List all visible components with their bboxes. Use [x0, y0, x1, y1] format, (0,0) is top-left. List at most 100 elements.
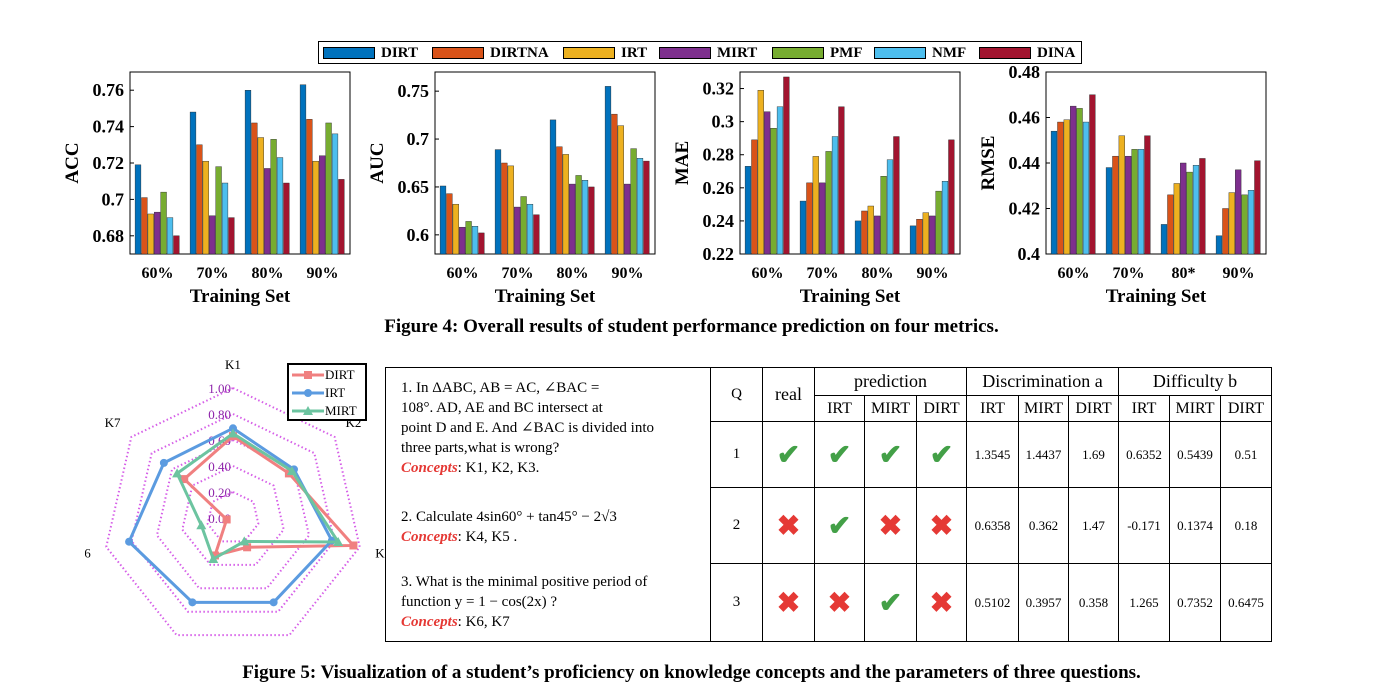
- bar-pmf: [1186, 171, 1193, 255]
- bar-nmf: [1192, 165, 1200, 255]
- bar-dina: [533, 214, 540, 255]
- radar-legend-dirt: DIRT: [289, 367, 365, 383]
- radar-legend-label: DIRT: [325, 367, 355, 382]
- parameters-table: Q real prediction Discrimination a Diffi…: [710, 367, 1272, 642]
- radar-legend-label: IRT: [325, 385, 346, 400]
- question-line: 3. What is the minimal positive period o…: [401, 574, 648, 590]
- question-id: 3: [710, 563, 763, 642]
- bar-irt: [202, 160, 209, 255]
- radar-legend-irt: IRT: [289, 385, 365, 401]
- bar-chart-mae: 0.22 0.24 0.26 0.28 0.3 0.32 60% 70% 80% 90% Train…: [672, 71, 961, 307]
- check-icon: ✔: [827, 510, 852, 542]
- x-tick-label: 60%: [1058, 265, 1090, 282]
- diff-dirt: 0.18: [1220, 487, 1272, 564]
- bar-dirtna: [556, 146, 563, 255]
- table-row: 3 ✖ ✖ ✔ ✖ 0.5102 0.3957 0.358 1.265 0.73…: [710, 563, 1272, 642]
- bar-mirt: [569, 183, 576, 255]
- y-tick-label: 0.28: [703, 145, 735, 165]
- real-mark: ✔: [762, 421, 815, 488]
- radar-line: [175, 431, 341, 562]
- x-axis-label: Training Set: [800, 286, 901, 307]
- bar-dina: [338, 179, 345, 255]
- plot-frame: [434, 71, 656, 255]
- radar-grid-ring: [181, 464, 285, 566]
- check-icon: ✔: [878, 439, 903, 471]
- bar-irt: [147, 213, 154, 255]
- radar-tick-label: 1.00: [208, 381, 231, 396]
- disc-dirt: 1.69: [1068, 421, 1119, 488]
- subheader: IRT: [814, 395, 865, 422]
- legend-label: DINA: [1037, 45, 1076, 61]
- radar-tick-label: 0.40: [208, 459, 231, 474]
- legend-label: NMF: [932, 45, 967, 61]
- bar-mirt: [1125, 155, 1132, 255]
- figure5-caption: Figure 5: Visualization of a student’s p…: [242, 662, 1141, 683]
- bar-chart-auc: 0.6 0.65 0.7 0.75 60% 70% 80% 90% Training Set AU…: [367, 71, 656, 307]
- y-tick-label: 0.26: [703, 178, 735, 198]
- question-concepts: Concepts: K1, K2, K3.: [401, 458, 701, 478]
- subheader: MIRT: [1169, 395, 1221, 422]
- question-concepts: Concepts: K6, K7: [401, 612, 701, 632]
- bar-mirt: [764, 111, 771, 255]
- question-line: 108°. AD, AE and BC intersect at: [401, 400, 603, 416]
- radar-point: [228, 428, 238, 438]
- legend-label: DIRT: [381, 45, 418, 61]
- subheader: IRT: [966, 395, 1019, 422]
- question-concepts: Concepts: K4, K5 .: [401, 527, 701, 547]
- disc-dirt: 0.358: [1068, 563, 1119, 642]
- concepts-label: Concepts: [401, 529, 458, 545]
- diff-mirt: 0.1374: [1169, 487, 1221, 564]
- bar-irt: [867, 205, 874, 255]
- radar-point: [180, 475, 189, 484]
- diff-irt: -0.171: [1118, 487, 1170, 564]
- bar-nmf: [581, 180, 589, 255]
- bar-pmf: [935, 190, 942, 255]
- cross-icon: ✖: [929, 587, 954, 619]
- y-tick-label: 0.7: [407, 129, 430, 149]
- bar-dina: [893, 136, 900, 255]
- bar-irt: [1118, 135, 1125, 255]
- radar-axis-label: K7: [105, 415, 121, 430]
- x-tick-label: 90%: [1223, 265, 1255, 282]
- y-tick-label: 0.46: [1009, 108, 1041, 128]
- bar-dirt: [1160, 224, 1168, 255]
- legend-label: MIRT: [717, 45, 758, 61]
- y-tick-label: 0.3: [712, 112, 735, 132]
- bar-dirtna: [1057, 121, 1064, 255]
- bar-mirt: [459, 226, 466, 255]
- radar-legend-mirt: MIRT: [289, 403, 365, 419]
- legend-swatch: [874, 47, 926, 59]
- y-tick-label: 0.68: [93, 226, 125, 246]
- y-tick-label: 0.65: [398, 177, 430, 197]
- irt-prediction-mark: ✔: [814, 421, 865, 488]
- radar-grid: [105, 386, 361, 637]
- bar-irt: [1173, 183, 1180, 255]
- bar-mirt: [154, 211, 161, 255]
- bar-nmf: [221, 182, 229, 255]
- y-axis-label: RMSE: [978, 136, 999, 191]
- radar-point: [159, 458, 168, 467]
- mirt-prediction-mark: ✖: [864, 487, 917, 564]
- x-tick-label: 90%: [307, 265, 339, 282]
- check-icon: ✔: [776, 439, 801, 471]
- diff-mirt: 0.7352: [1169, 563, 1221, 642]
- radar-point: [349, 541, 358, 550]
- bar-irt: [562, 154, 569, 255]
- bar-dirt: [909, 225, 917, 255]
- subheader: DIRT: [1220, 395, 1272, 422]
- bar-dirt: [1105, 167, 1113, 255]
- radar-grid-ring: [155, 438, 311, 590]
- bar-mirt: [514, 206, 521, 255]
- radar-point: [333, 537, 344, 547]
- bar-mirt: [209, 215, 216, 255]
- diff-irt: 1.265: [1118, 563, 1170, 642]
- bar-irt: [812, 156, 819, 255]
- bar-chart-legend: DIRT DIRTNA IRT MIRT PMF NMF DINA: [318, 41, 1082, 64]
- disc-irt: 1.3545: [966, 421, 1019, 488]
- radar-point: [286, 465, 297, 475]
- bar-dirtna: [251, 122, 258, 255]
- legend-swatch: [323, 47, 375, 59]
- bar-nmf: [526, 203, 534, 255]
- bar-nmf: [166, 217, 174, 255]
- cross-icon: ✖: [929, 510, 954, 542]
